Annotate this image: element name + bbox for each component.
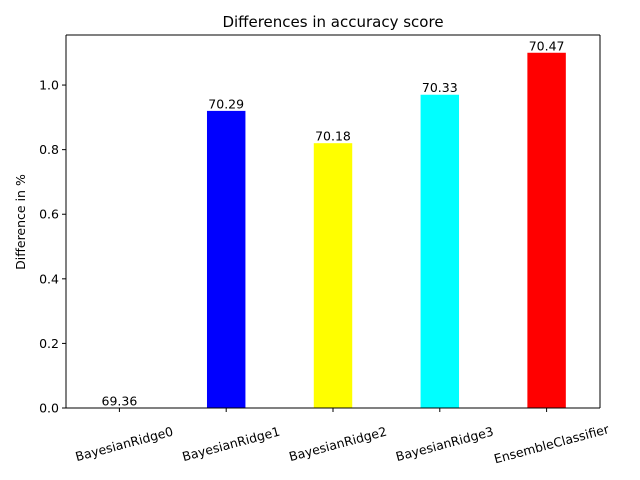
y-axis-label: Difference in % bbox=[13, 174, 28, 270]
y-tick-label: 0.8 bbox=[39, 142, 59, 157]
y-tick-label: 0.2 bbox=[39, 336, 59, 351]
chart-title: Differences in accuracy score bbox=[222, 13, 443, 31]
bar-bayesianridge1 bbox=[206, 110, 246, 408]
data-label-bayesianridge0: 69.36 bbox=[102, 394, 138, 409]
y-tick-label: 0.0 bbox=[39, 401, 59, 416]
bar-ensembleclassifier bbox=[527, 52, 566, 408]
data-label-bayesianridge2: 70.18 bbox=[315, 129, 351, 144]
y-tick-label: 0.4 bbox=[39, 271, 59, 286]
data-label-bayesianridge1: 70.29 bbox=[208, 96, 244, 111]
data-label-ensembleclassifier: 70.47 bbox=[529, 38, 565, 53]
bar-bayesianridge3 bbox=[420, 94, 460, 409]
y-tick-label: 1.0 bbox=[39, 78, 59, 93]
bar-bayesianridge2 bbox=[313, 143, 353, 408]
y-tick-label: 0.6 bbox=[39, 207, 59, 222]
data-label-bayesianridge3: 70.33 bbox=[422, 80, 458, 95]
